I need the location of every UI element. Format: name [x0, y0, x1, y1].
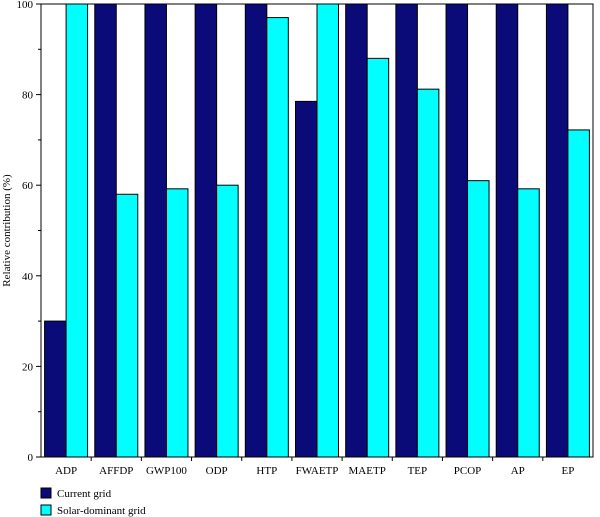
x-axis-ticks: ADP AFFDP GWP100 ODP HTP FWAETP MAETP TEP PCOP AP…: [55, 457, 574, 477]
bar-current-grid-fwaetp: [295, 100, 318, 458]
x-tick-label: EP: [561, 465, 574, 477]
legend-swatch: [40, 504, 52, 516]
bar-solar-dominant-grid-tep: [416, 88, 440, 458]
y-tick-label: 20: [22, 361, 34, 373]
x-tick-label: ADP: [55, 465, 77, 477]
legend-swatch: [40, 487, 52, 499]
bar-solar-dominant-grid-affdp: [115, 193, 139, 458]
bar-current-grid-gwp100: [144, 3, 167, 458]
y-tick-label: 100: [17, 0, 34, 11]
bar-current-grid-affdp: [94, 3, 117, 458]
legend-label: Solar-dominant grid: [57, 505, 146, 517]
bar-solar-dominant-grid-gwp100: [165, 188, 189, 458]
x-tick-label: GWP100: [146, 465, 187, 477]
bar-solar-dominant-grid-odp: [216, 184, 239, 458]
y-axis-label: Relative contribution (%): [1, 174, 13, 287]
x-tick-label: TEP: [408, 465, 428, 477]
legend-label: Current grid: [57, 488, 112, 500]
plot-area: 0 20 40 60 80 100 ADP AFFDP GWP100 ODP HTP FWAETP M…: [17, 0, 594, 477]
bar-current-grid-htp: [244, 3, 268, 458]
x-tick-label: PCOP: [454, 465, 482, 477]
bar-current-grid-pcop: [445, 3, 469, 458]
bar-solar-dominant-grid-adp: [65, 3, 89, 458]
bars: [44, 3, 590, 458]
x-tick-label: AP: [511, 465, 525, 477]
y-tick-label: 40: [22, 271, 34, 283]
y-axis-ticks: 0 20 40 60 80 100: [17, 0, 41, 464]
bar-current-grid-ep: [545, 3, 569, 458]
x-tick-label: HTP: [256, 465, 277, 477]
bar-solar-dominant-grid-htp: [266, 17, 289, 458]
y-tick-label: 60: [22, 180, 34, 192]
legend: Current grid Solar-dominant grid: [40, 487, 146, 517]
y-tick-label: 0: [28, 452, 34, 464]
x-tick-label: FWAETP: [296, 465, 339, 477]
y-tick-label: 80: [22, 90, 34, 102]
bar-solar-dominant-grid-maetp: [366, 57, 390, 458]
x-tick-label: AFFDP: [99, 465, 133, 477]
bar-current-grid-ap: [495, 3, 519, 458]
bar-current-grid-maetp: [345, 3, 368, 458]
bar-solar-dominant-grid-fwaetp: [316, 3, 339, 458]
bar-current-grid-odp: [194, 3, 218, 458]
bar-current-grid-tep: [395, 3, 418, 458]
bar-current-grid-adp: [44, 320, 67, 458]
bar-solar-dominant-grid-ap: [517, 188, 540, 458]
bar-solar-dominant-grid-pcop: [467, 180, 490, 458]
x-tick-label: ODP: [206, 465, 228, 477]
bar-solar-dominant-grid-ep: [567, 129, 590, 458]
x-tick-label: MAETP: [349, 465, 386, 477]
